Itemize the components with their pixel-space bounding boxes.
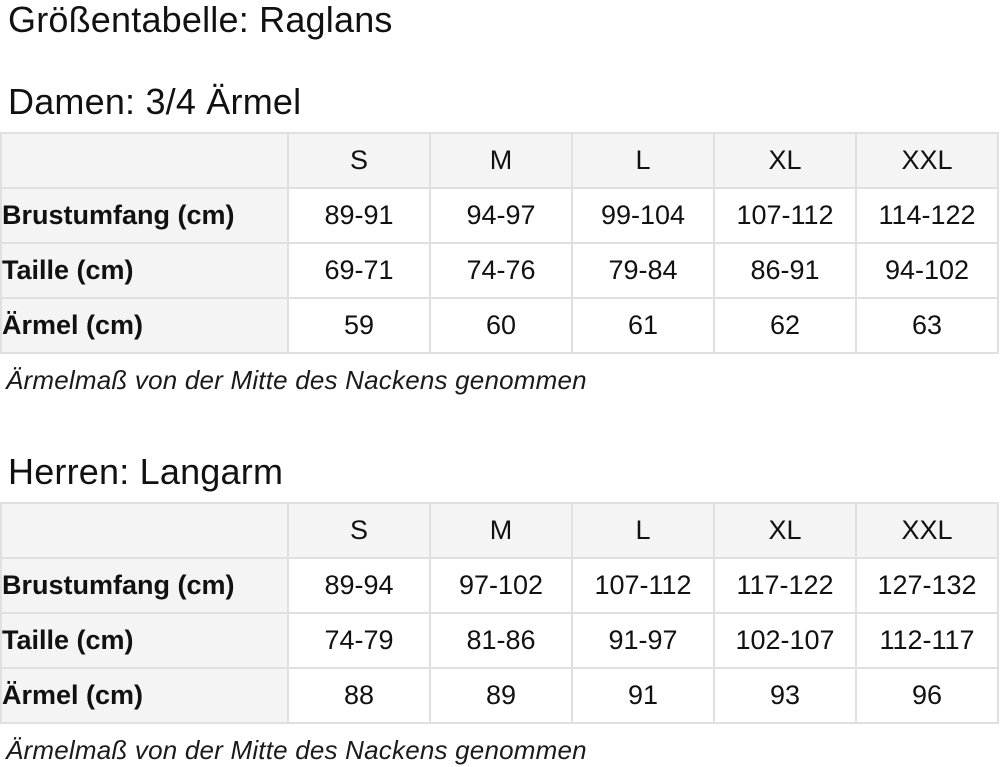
value-cell: 93 xyxy=(713,667,857,724)
row-label-sleeve: Ärmel (cm) xyxy=(0,667,289,724)
size-header-l: L xyxy=(571,502,715,559)
row-label-waist: Taille (cm) xyxy=(0,612,289,669)
value-cell: 89-94 xyxy=(287,557,431,614)
value-cell: 88 xyxy=(287,667,431,724)
value-cell: 74-79 xyxy=(287,612,431,669)
value-cell: 99-104 xyxy=(571,187,715,244)
section-heading-herren: Herren: Langarm xyxy=(8,451,284,492)
table-row-waist: Taille (cm) 74-79 81-86 91-97 102-107 11… xyxy=(0,612,999,669)
value-cell: 96 xyxy=(855,667,999,724)
value-cell: 59 xyxy=(287,297,431,354)
value-cell: 61 xyxy=(571,297,715,354)
value-cell: 89-91 xyxy=(287,187,431,244)
size-header-m: M xyxy=(429,502,573,559)
page-title: Größentabelle: Raglans xyxy=(8,0,393,40)
value-cell: 74-76 xyxy=(429,242,573,299)
sleeve-measure-note-damen: Ärmelmaß von der Mitte des Nackens genom… xyxy=(6,365,587,395)
sleeve-measure-note-herren: Ärmelmaß von der Mitte des Nackens genom… xyxy=(6,735,587,765)
row-label-sleeve: Ärmel (cm) xyxy=(0,297,289,354)
table-header-row: S M L XL XXL xyxy=(0,502,999,559)
size-header-s: S xyxy=(287,132,431,189)
corner-cell xyxy=(0,502,289,559)
size-header-s: S xyxy=(287,502,431,559)
corner-cell xyxy=(0,132,289,189)
value-cell: 79-84 xyxy=(571,242,715,299)
size-header-xxl: XXL xyxy=(855,132,999,189)
value-cell: 117-122 xyxy=(713,557,857,614)
value-cell: 62 xyxy=(713,297,857,354)
value-cell: 94-97 xyxy=(429,187,573,244)
value-cell: 63 xyxy=(855,297,999,354)
value-cell: 91-97 xyxy=(571,612,715,669)
size-header-m: M xyxy=(429,132,573,189)
size-table-herren: S M L XL XXL Brustumfang (cm) 89-94 97-1… xyxy=(0,502,999,724)
value-cell: 86-91 xyxy=(713,242,857,299)
size-header-xxl: XXL xyxy=(855,502,999,559)
table-row-chest: Brustumfang (cm) 89-91 94-97 99-104 107-… xyxy=(0,187,999,244)
size-header-l: L xyxy=(571,132,715,189)
value-cell: 127-132 xyxy=(855,557,999,614)
value-cell: 81-86 xyxy=(429,612,573,669)
row-label-chest: Brustumfang (cm) xyxy=(0,187,289,244)
table-header-row: S M L XL XXL xyxy=(0,132,999,189)
value-cell: 91 xyxy=(571,667,715,724)
value-cell: 89 xyxy=(429,667,573,724)
size-header-xl: XL xyxy=(713,132,857,189)
value-cell: 107-112 xyxy=(713,187,857,244)
value-cell: 60 xyxy=(429,297,573,354)
table-row-waist: Taille (cm) 69-71 74-76 79-84 86-91 94-1… xyxy=(0,242,999,299)
section-heading-damen: Damen: 3/4 Ärmel xyxy=(8,81,302,122)
value-cell: 94-102 xyxy=(855,242,999,299)
value-cell: 102-107 xyxy=(713,612,857,669)
table-row-sleeve: Ärmel (cm) 59 60 61 62 63 xyxy=(0,297,999,354)
value-cell: 112-117 xyxy=(855,612,999,669)
table-row-chest: Brustumfang (cm) 89-94 97-102 107-112 11… xyxy=(0,557,999,614)
row-label-chest: Brustumfang (cm) xyxy=(0,557,289,614)
value-cell: 69-71 xyxy=(287,242,431,299)
size-table-damen: S M L XL XXL Brustumfang (cm) 89-91 94-9… xyxy=(0,132,999,354)
value-cell: 107-112 xyxy=(571,557,715,614)
table-row-sleeve: Ärmel (cm) 88 89 91 93 96 xyxy=(0,667,999,724)
size-header-xl: XL xyxy=(713,502,857,559)
row-label-waist: Taille (cm) xyxy=(0,242,289,299)
value-cell: 97-102 xyxy=(429,557,573,614)
value-cell: 114-122 xyxy=(855,187,999,244)
